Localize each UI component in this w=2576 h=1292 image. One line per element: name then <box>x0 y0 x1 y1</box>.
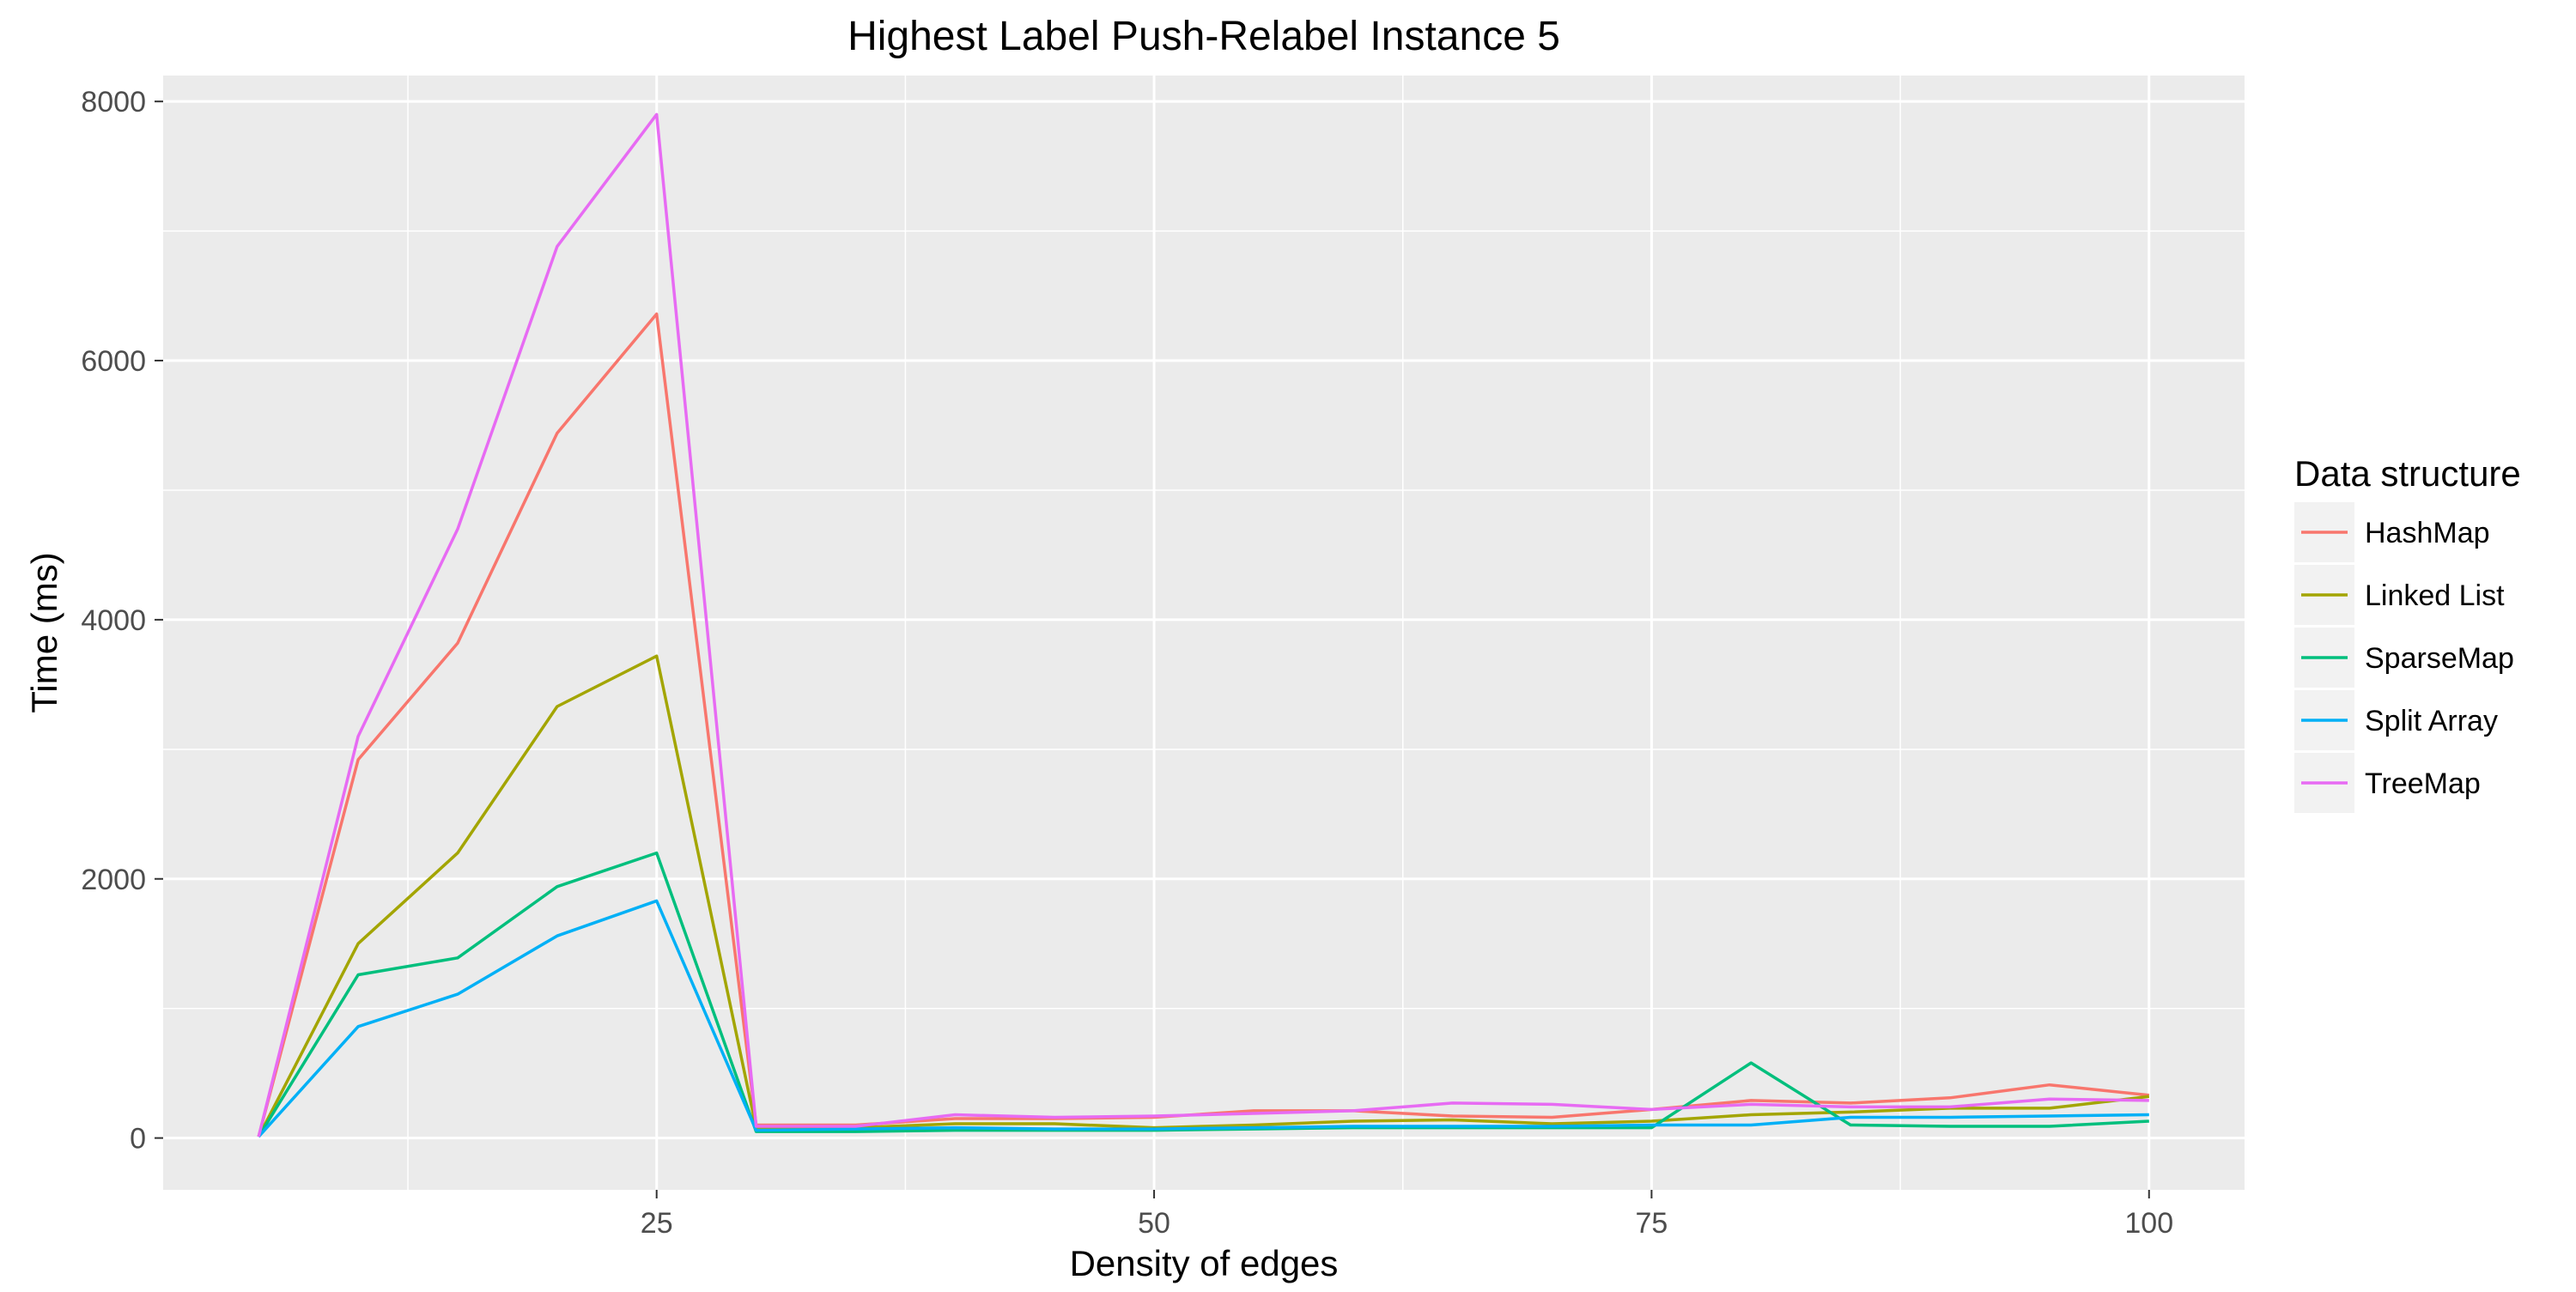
y-tick-label: 4000 <box>81 604 146 637</box>
x-axis-label: Density of edges <box>1070 1243 1339 1283</box>
series-line-treemap <box>257 112 2149 1137</box>
x-tick-label: 25 <box>641 1207 673 1240</box>
legend-label-treemap: TreeMap <box>2365 767 2481 800</box>
legend-label-hashmap: HashMap <box>2365 517 2490 549</box>
y-axis-label: Time (ms) <box>24 552 64 713</box>
legend-items: HashMap Linked List SparseMap Split Array Tr… <box>2294 502 2514 813</box>
legend-label-linked-list: Linked List <box>2365 579 2505 612</box>
y-tick-label: 0 <box>130 1123 146 1156</box>
y-tick-label: 6000 <box>81 345 146 378</box>
grid-lines <box>163 76 2245 1190</box>
legend: Data structure HashMap Linked List SparseM… <box>2294 453 2521 813</box>
legend-label-sparsemap: SparseMap <box>2365 642 2514 675</box>
x-tick-label: 75 <box>1636 1207 1668 1240</box>
x-tick-label: 100 <box>2124 1207 2173 1240</box>
plot-panel <box>163 76 2245 1190</box>
x-tick-label: 50 <box>1138 1207 1170 1240</box>
y-tick-label: 8000 <box>81 86 146 118</box>
legend-label-split-array: Split Array <box>2365 705 2498 737</box>
axes: 25 50 75 100 0 2000 4000 6000 8000 <box>81 86 2173 1240</box>
chart-title: Highest Label Push-Relabel Instance 5 <box>848 14 1560 59</box>
series-lines <box>257 112 2150 1138</box>
y-tick-label: 2000 <box>81 864 146 896</box>
series-line-split-array <box>257 899 2149 1138</box>
series-line-linked-list <box>257 654 2150 1137</box>
legend-title: Data structure <box>2294 453 2521 494</box>
